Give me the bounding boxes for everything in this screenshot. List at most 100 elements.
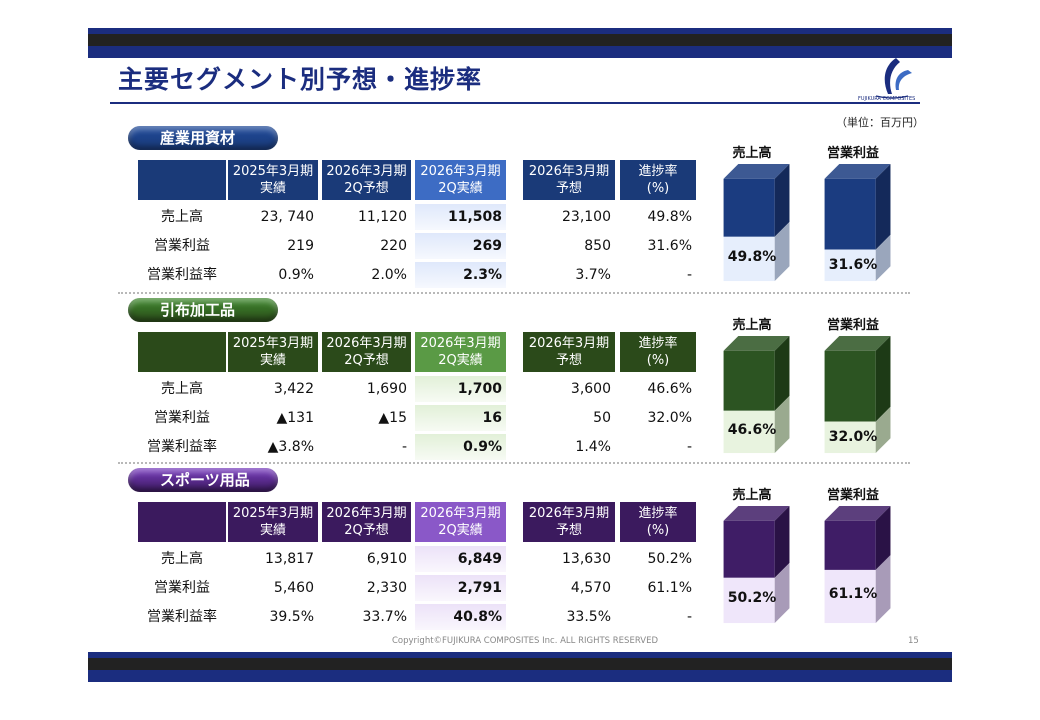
segment-section: 引布加工品 2025年3月期 実績 2026年3月期 2Q予想 2026年3月期 2Q実績 2… [0, 298, 1040, 468]
bar-side-light [774, 222, 790, 282]
column-header-line1: 2025年3月期 [232, 336, 314, 351]
table-cell: 11,508 [415, 204, 506, 230]
column-header-line2: 実績 [259, 181, 286, 196]
bar-achieved [824, 249, 876, 282]
column-header: 2025年3月期 実績 [228, 502, 318, 542]
row-label: 売上高 [161, 551, 203, 567]
table-cell: 1,700 [415, 376, 506, 402]
table-cell: 3,422 [273, 381, 314, 397]
table-cell: 6,910 [366, 551, 407, 567]
header-blank-cell [138, 332, 226, 372]
bar-top-face [723, 506, 790, 521]
bar-achieved [723, 577, 775, 624]
table-cell: 50 [593, 410, 611, 426]
bar-label: 売上高 [732, 146, 772, 161]
title-divider [110, 102, 920, 104]
column-header-line1: 2025年3月期 [232, 164, 314, 179]
bar-label: 売上高 [732, 488, 772, 503]
table-cell: 1.4% [575, 439, 611, 455]
table-cell: 46.6% [647, 381, 692, 397]
table-cell: 3,600 [570, 381, 611, 397]
table-cell: 0.9% [278, 267, 314, 283]
column-header: 2026年3月期 2Q実績 [415, 332, 506, 372]
row-label: 営業利益 [154, 410, 210, 426]
bar-side-dark [774, 506, 790, 578]
table-cell: - [401, 439, 407, 455]
column-header-line2: 2Q予想 [344, 523, 389, 538]
column-header-line1: 2026年3月期 [326, 336, 407, 351]
bar-remaining [824, 178, 876, 250]
column-header: 進捗率 (%) [620, 332, 696, 372]
table-cell: 220 [380, 238, 407, 254]
table-cell: 32.0% [647, 410, 692, 426]
table-cell: 13,630 [562, 551, 611, 567]
column-header: 進捗率 (%) [620, 160, 696, 200]
column-header: 進捗率 (%) [620, 502, 696, 542]
table-cell: 5,460 [273, 580, 314, 596]
table-cell: 23,100 [562, 209, 611, 225]
unit-label: （単位：百万円） [836, 116, 924, 129]
table-cell: 2,791 [415, 575, 506, 601]
column-header-line2: 予想 [555, 523, 582, 538]
progress-percent: 50.2% [727, 590, 777, 606]
bar-remaining [723, 350, 775, 411]
table-cell: 2.0% [371, 267, 407, 283]
progress-percent: 49.8% [727, 248, 777, 265]
section-divider [118, 292, 910, 294]
progress-bar [723, 164, 790, 282]
table-cell: 11,120 [358, 209, 407, 225]
column-header: 2026年3月期 2Q予想 [322, 332, 411, 372]
table-cell: ▲131 [276, 410, 315, 426]
column-header-line2: 実績 [259, 353, 286, 368]
bar-top-face [723, 336, 790, 351]
progress-percent: 32.0% [828, 429, 878, 445]
row-label: 営業利益率 [147, 609, 217, 625]
table-cell: 850 [584, 238, 611, 254]
column-header-line1: 2026年3月期 [326, 164, 407, 179]
column-header-line1: 2025年3月期 [232, 506, 314, 521]
segment-title: スポーツ用品 [128, 468, 278, 492]
table-cell: 219 [287, 238, 314, 254]
row-label: 営業利益 [154, 238, 210, 254]
column-header-line2: (%) [646, 523, 670, 538]
bar-remaining [723, 520, 775, 578]
column-header: 2026年3月期 2Q実績 [415, 160, 506, 200]
table-cell: ▲3.8% [267, 439, 314, 455]
bottom-band [88, 652, 952, 682]
table-cell: 61.1% [647, 580, 692, 596]
progress-bar [824, 336, 891, 454]
bar-side-light [875, 406, 891, 454]
copyright-text: Copyright©FUJIKURA COMPOSITES Inc. ALL R… [392, 636, 658, 646]
column-header: 2025年3月期 実績 [228, 160, 318, 200]
segment-section: スポーツ用品 2025年3月期 実績 2026年3月期 2Q予想 2026年3月期 2Q実績… [0, 468, 1040, 638]
bar-label: 売上高 [732, 318, 772, 333]
progress-percent: 31.6% [828, 257, 878, 273]
table-cell: 13,817 [265, 551, 314, 567]
column-header: 2026年3月期 予想 [523, 160, 615, 200]
progress-bar [824, 164, 891, 282]
bar-side-dark [875, 164, 891, 250]
column-header-line1: 2026年3月期 [528, 164, 610, 179]
column-header: 2026年3月期 2Q予想 [322, 502, 411, 542]
bar-label: 営業利益 [826, 488, 879, 503]
table-cell: 16 [415, 405, 506, 431]
table-cell: 39.5% [269, 609, 314, 625]
bar-top-face [723, 164, 790, 179]
column-header-line2: 2Q実績 [438, 523, 483, 538]
segment-section: 産業用資材 2025年3月期 実績 2026年3月期 2Q予想 2026年3月期 2Q実績 2… [0, 126, 1040, 296]
table-cell: 23, 740 [260, 209, 314, 225]
column-header-line2: 2Q予想 [344, 181, 389, 196]
table-cell: 40.8% [415, 604, 506, 630]
table-cell: 2.3% [415, 262, 506, 288]
bar-remaining [824, 350, 876, 422]
bar-top-face [824, 506, 891, 521]
column-header: 2026年3月期 2Q予想 [322, 160, 411, 200]
column-header: 2026年3月期 予想 [523, 332, 615, 372]
column-header-line1: 2026年3月期 [528, 336, 610, 351]
column-header-line2: 2Q予想 [344, 353, 389, 368]
table-cell: - [686, 609, 692, 625]
page-title: 主要セグメント別予想・進捗率 [118, 65, 483, 94]
bar-side-light [875, 555, 891, 624]
bar-top-face [824, 336, 891, 351]
row-label: 売上高 [161, 209, 203, 225]
